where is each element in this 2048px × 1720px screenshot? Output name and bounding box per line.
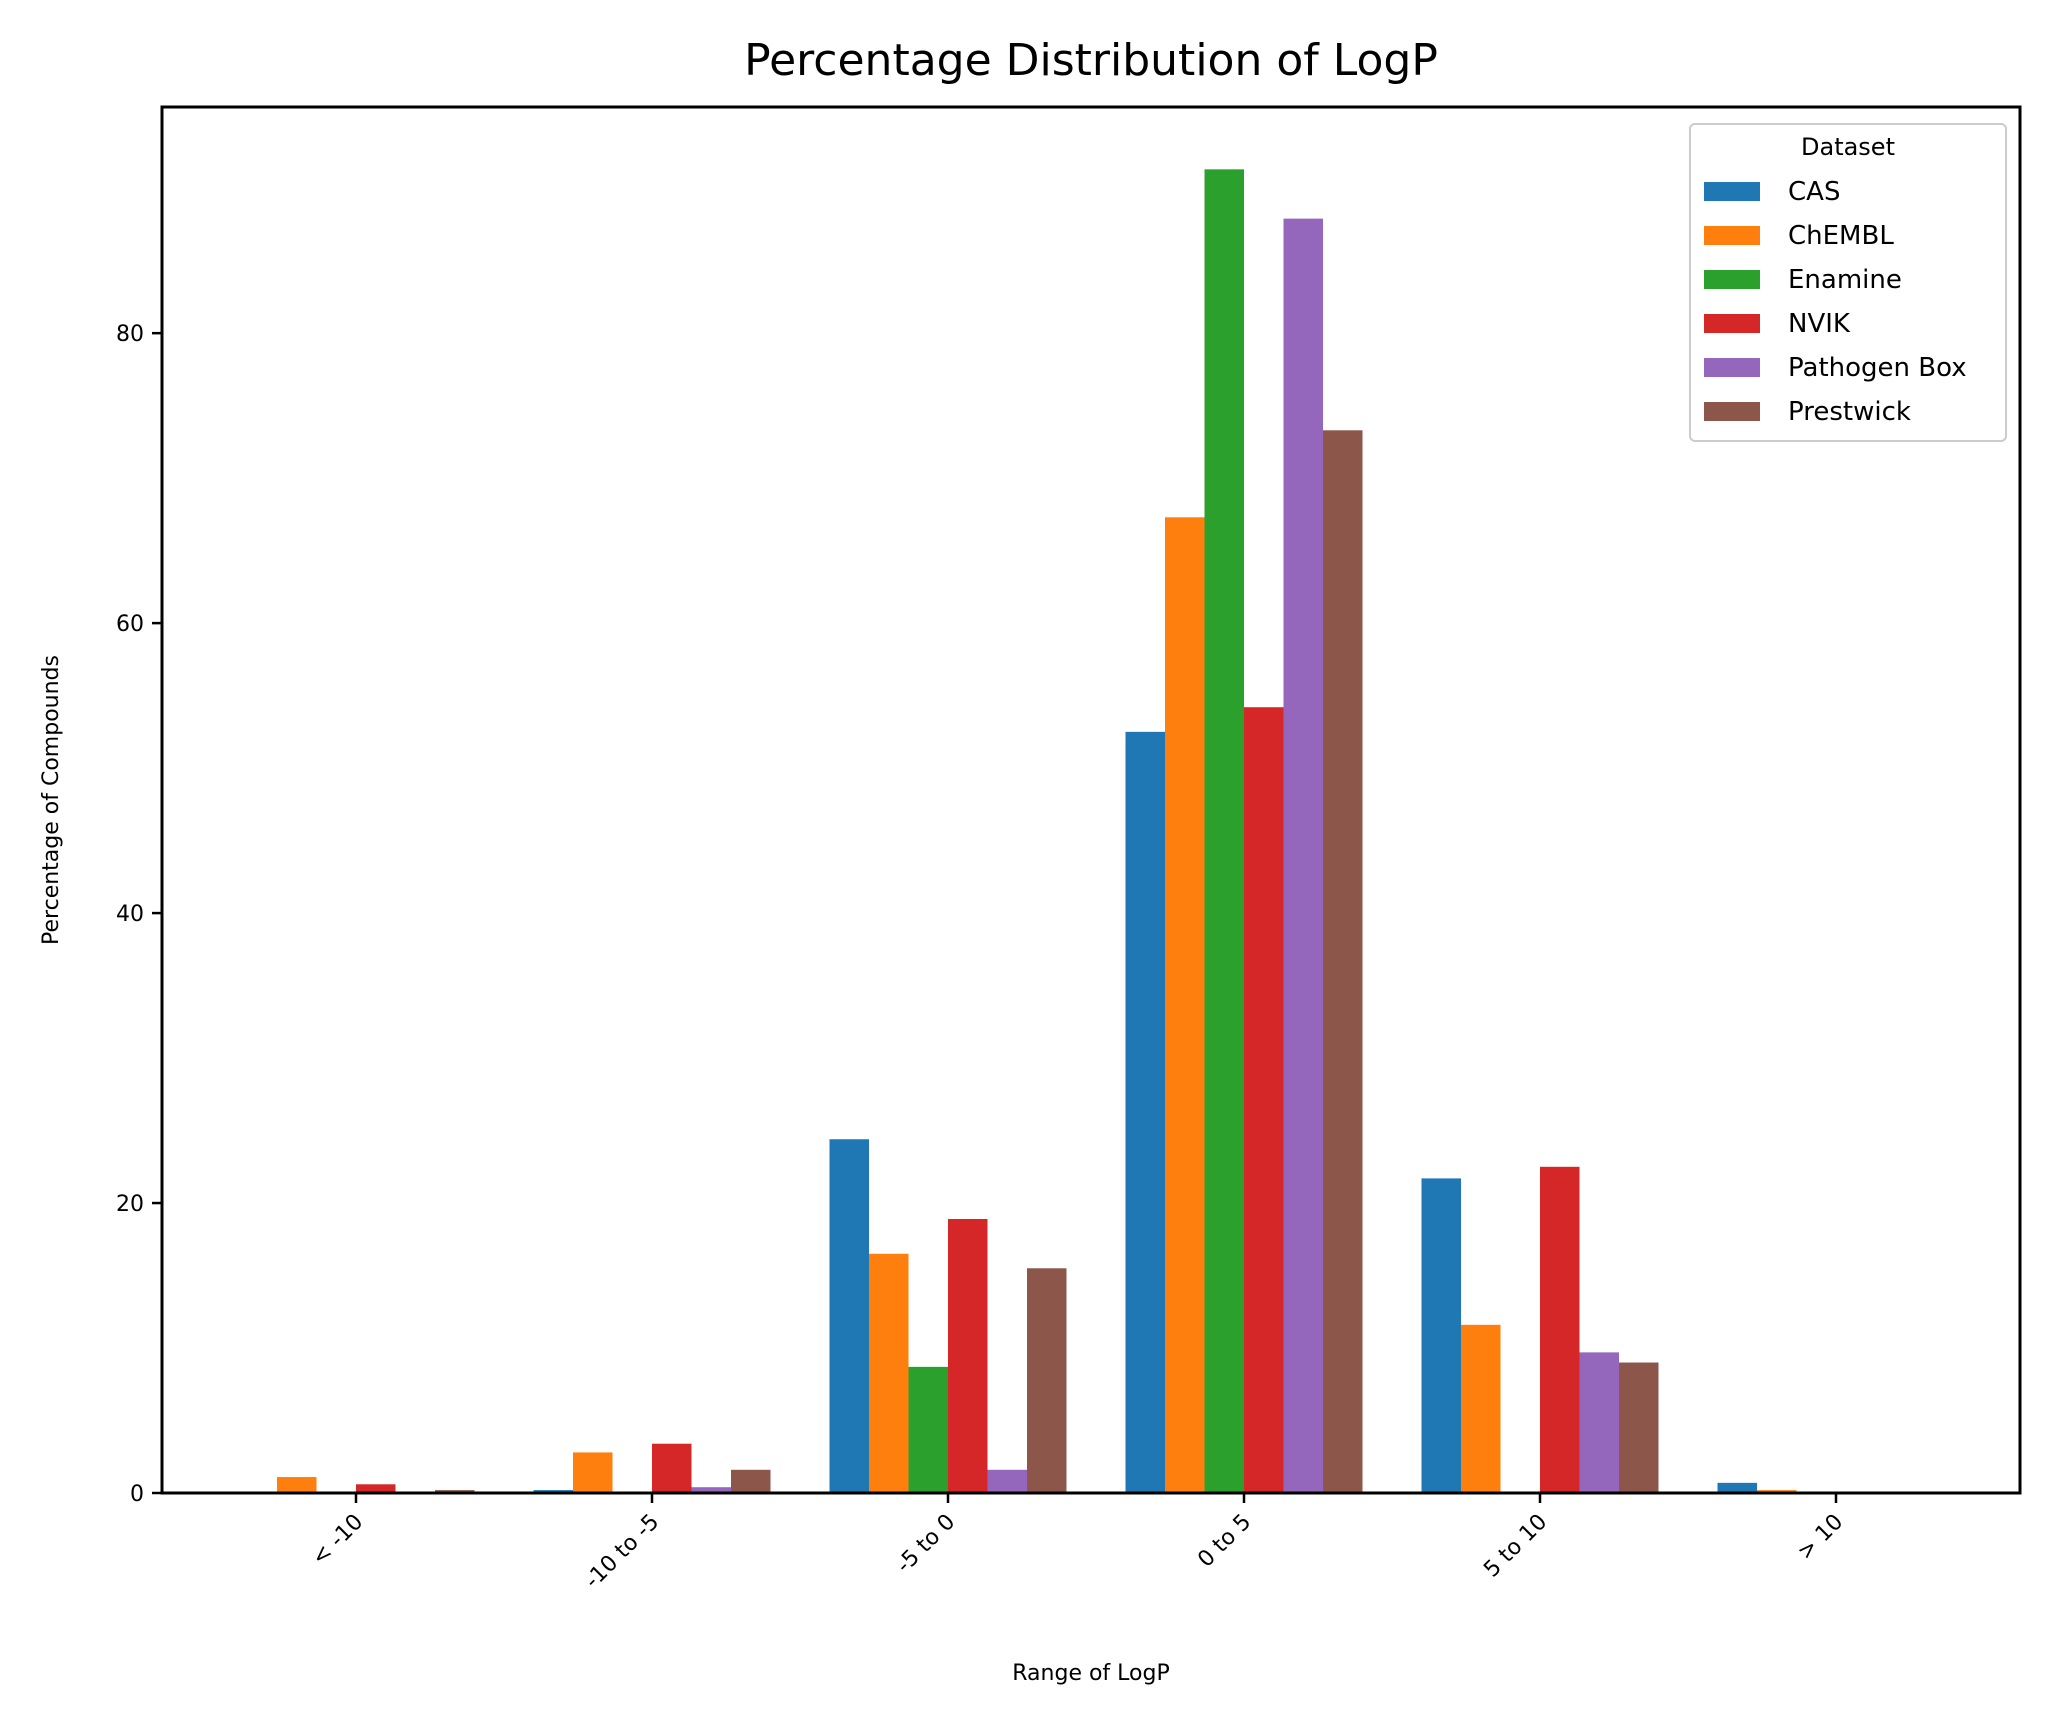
bar-enamine-2 [908, 1366, 948, 1493]
y-tick-label: 60 [116, 612, 144, 637]
bars-group [277, 169, 1797, 1494]
legend-swatch-enamine [1704, 270, 1760, 289]
legend-frame [1689, 123, 2007, 442]
bar-nvik-1 [652, 1443, 692, 1493]
x-tick-label: 5 to 10 [1479, 1510, 1552, 1583]
bar-chembl-1 [573, 1452, 613, 1493]
bar-nvik-0 [356, 1484, 396, 1493]
bar-prestwick-2 [1027, 1268, 1067, 1493]
plot-frame [160, 105, 2022, 1495]
x-tick-label: < -10 [307, 1510, 368, 1571]
bar-pathogen-box-4 [1579, 1352, 1619, 1493]
y-tick-label: 40 [116, 902, 144, 927]
bar-nvik-4 [1540, 1166, 1580, 1493]
bar-prestwick-1 [731, 1469, 771, 1493]
bar-cas-3 [1125, 731, 1165, 1493]
bar-chembl-0 [277, 1477, 317, 1493]
x-tick-label: -5 to 0 [892, 1510, 961, 1579]
bar-pathogen-box-1 [691, 1487, 731, 1493]
legend-label-cas: CAS [1788, 177, 1840, 207]
bar-prestwick-4 [1619, 1362, 1659, 1493]
legend-label-prestwick: Prestwick [1788, 397, 1911, 427]
bar-cas-5 [1717, 1482, 1757, 1493]
legend-swatch-prestwick [1704, 402, 1760, 421]
legend-title: Dataset [1801, 133, 1895, 161]
x-axis: < -10 -10 to -5 -5 to 0 0 to 5 5 to 10 > 10 [307, 1493, 1848, 1594]
y-tick-label: 20 [116, 1192, 144, 1217]
legend-label-nvik: NVIK [1788, 309, 1851, 339]
legend-label-chembl: ChEMBL [1788, 221, 1894, 251]
x-axis-label: Range of LogP [1012, 1661, 1169, 1686]
bar-chembl-2 [869, 1253, 909, 1493]
x-tick-label: 0 to 5 [1193, 1510, 1256, 1573]
legend-swatch-pathogen-box [1704, 358, 1760, 377]
chart-title: Percentage Distribution of LogP [744, 35, 1438, 86]
legend-swatch-cas [1704, 182, 1760, 201]
bar-chembl-4 [1461, 1324, 1501, 1493]
bar-chembl-3 [1165, 517, 1205, 1493]
y-tick-label: 80 [116, 322, 144, 347]
bar-cas-4 [1421, 1178, 1461, 1493]
bar-pathogen-box-3 [1283, 218, 1323, 1493]
y-axis: 0 20 40 60 80 [116, 322, 162, 1507]
y-tick-label: 0 [130, 1482, 144, 1507]
legend-swatch-nvik [1704, 314, 1760, 333]
x-tick-label: > 10 [1793, 1510, 1848, 1565]
legend: Dataset CAS ChEMBL Enamine NVIK Pathogen Box P… [1689, 123, 2007, 442]
bar-nvik-3 [1244, 707, 1284, 1493]
y-axis-label: Percentage of Compounds [39, 655, 64, 945]
legend-label-enamine: Enamine [1788, 265, 1902, 295]
bar-pathogen-box-2 [987, 1469, 1027, 1493]
legend-label-pathogen-box: Pathogen Box [1788, 353, 1967, 383]
bar-cas-2 [829, 1139, 869, 1493]
bar-nvik-2 [948, 1218, 988, 1493]
bar-enamine-3 [1204, 169, 1244, 1494]
x-tick-label: -10 to -5 [580, 1510, 664, 1594]
legend-swatch-chembl [1704, 226, 1760, 245]
bar-prestwick-3 [1323, 430, 1363, 1493]
